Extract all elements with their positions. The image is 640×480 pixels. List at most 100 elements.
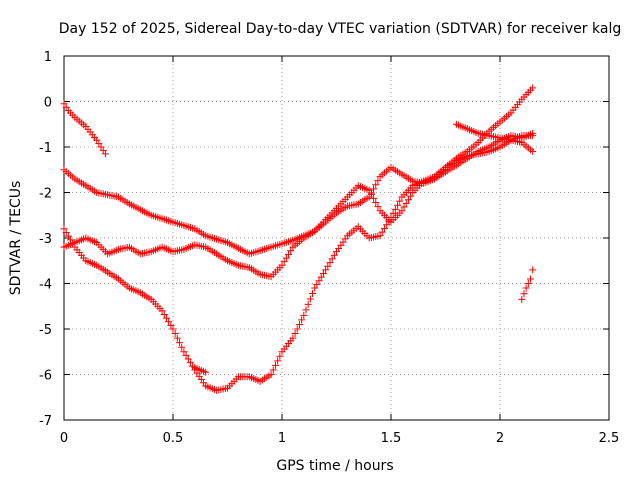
data-point-marker (186, 359, 194, 367)
axis-ticks (63, 55, 610, 421)
series-track-g (518, 266, 537, 303)
data-point-marker (64, 232, 72, 240)
data-point-marker (291, 330, 299, 338)
data-point-marker (400, 203, 408, 211)
y-tick-label: -7 (39, 414, 52, 429)
data-point-marker (182, 351, 190, 359)
data-point-marker (162, 314, 170, 322)
y-tick-label: -5 (39, 323, 52, 338)
data-point-marker (289, 334, 297, 342)
data-point-marker (387, 214, 395, 222)
data-point-marker (298, 316, 306, 324)
y-tick-label: -6 (39, 369, 52, 384)
data-point-marker (324, 262, 332, 270)
y-tick-label: -1 (39, 141, 52, 156)
data-point-marker (372, 199, 380, 207)
data-point-marker (60, 225, 68, 233)
x-tick-label: 1.5 (381, 431, 402, 446)
data-point-marker (202, 368, 210, 376)
series-track-b (60, 84, 537, 258)
data-point-marker (372, 181, 380, 189)
data-point-marker (365, 193, 373, 201)
data-point-marker (178, 343, 186, 351)
data-point-marker (274, 357, 282, 365)
data-point-marker (306, 295, 314, 303)
chart-title: Day 152 of 2025, Sidereal Day-to-day VTE… (59, 21, 621, 37)
x-tick-label: 2.5 (599, 431, 620, 446)
series-track-f (191, 364, 210, 376)
data-point-marker (518, 295, 526, 303)
data-point-marker (165, 318, 173, 326)
data-point-marker (374, 177, 382, 185)
data-point-marker (158, 307, 166, 315)
data-point-marker (176, 339, 184, 347)
data-point-marker (269, 366, 277, 374)
data-point-marker (374, 203, 382, 211)
series-track-e (452, 120, 537, 156)
data-point-marker (295, 320, 303, 328)
data-point-marker (319, 269, 327, 277)
data-point-marker (370, 194, 378, 202)
data-point-marker (378, 228, 386, 236)
data-point-marker (302, 306, 310, 314)
series-track-c (60, 129, 537, 281)
y-tick-label: 1 (44, 50, 52, 65)
data-point-marker (402, 199, 410, 207)
data-point-marker (309, 290, 317, 298)
data-point-marker (304, 300, 312, 308)
data-point-marker (520, 290, 528, 298)
data-point-marker (184, 355, 192, 363)
data-point-marker (396, 197, 404, 205)
data-point-marker (62, 229, 70, 237)
data-point-marker (271, 361, 279, 369)
data-points (60, 84, 537, 394)
data-point-marker (293, 325, 301, 333)
data-point-marker (167, 321, 175, 329)
data-point-marker (376, 232, 384, 240)
x-tick-label: 0 (60, 431, 68, 446)
data-point-marker (160, 310, 168, 318)
data-point-marker (276, 352, 284, 360)
data-point-marker (330, 251, 338, 259)
data-point-marker (311, 284, 319, 292)
data-point-marker (527, 275, 535, 283)
data-point-marker (322, 266, 330, 274)
data-point-marker (173, 334, 181, 342)
x-axis-label: GPS time / hours (276, 458, 393, 474)
data-point-marker (267, 371, 275, 378)
data-point-marker (313, 280, 321, 288)
data-point-marker (529, 84, 537, 92)
data-point-marker (287, 247, 295, 255)
data-point-marker (407, 192, 415, 200)
data-point-marker (326, 259, 334, 267)
data-point-marker (278, 261, 286, 269)
data-point-marker (529, 266, 537, 274)
data-point-marker (285, 250, 293, 258)
data-point-marker (367, 189, 375, 197)
data-point-marker (404, 196, 412, 204)
y-tick-label: -4 (39, 278, 52, 293)
data-point-marker (180, 348, 188, 356)
data-point-marker (383, 221, 391, 229)
x-tick-label: 2 (496, 431, 504, 446)
y-axis-label: SDTVAR / TECUs (8, 181, 24, 296)
data-point-marker (69, 239, 77, 247)
data-point-marker (398, 207, 406, 215)
data-point-marker (282, 254, 290, 262)
data-point-marker (522, 284, 530, 292)
data-point-marker (328, 255, 336, 263)
data-point-marker (171, 330, 179, 338)
x-tick-label: 1 (278, 431, 286, 446)
x-tick-label: 0.5 (163, 431, 184, 446)
data-point-marker (524, 280, 532, 287)
x-tick-labels: 0 0.5 1 1.5 2 2.5 (60, 431, 619, 446)
data-point-marker (169, 325, 177, 333)
data-point-marker (391, 205, 399, 213)
series-track-d (60, 132, 537, 394)
data-point-marker (317, 273, 325, 281)
y-tick-label: 0 (44, 96, 52, 111)
data-point-marker (101, 150, 109, 158)
data-point-marker (370, 185, 378, 193)
data-point-marker (389, 209, 397, 217)
data-point-marker (67, 236, 75, 244)
